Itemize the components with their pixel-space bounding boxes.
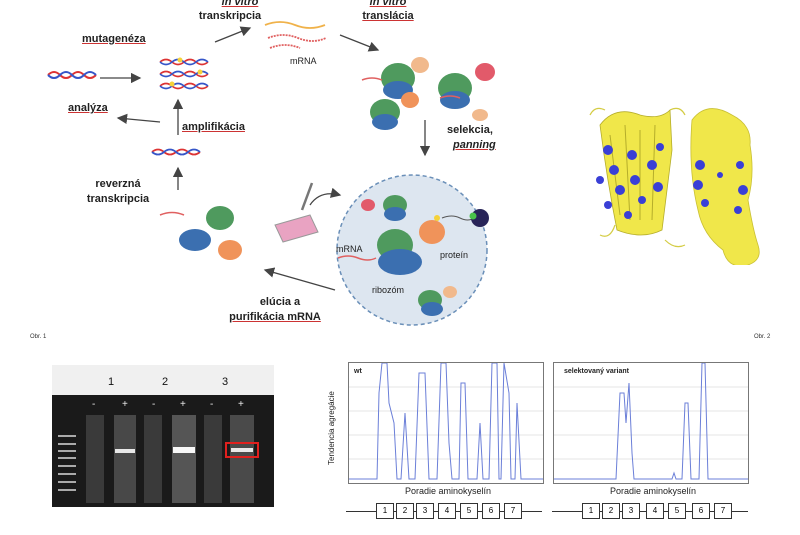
segment-box: 7: [714, 503, 732, 519]
figure-1-graphics: [47, 21, 495, 326]
segment-box: 3: [622, 503, 640, 519]
label-mrna-top: mRNA: [290, 56, 317, 66]
segment-box: 6: [692, 503, 710, 519]
segment-box: 4: [646, 503, 664, 519]
label-in-vitro-2: in vitro: [369, 0, 407, 8]
gel-lane-1: 1: [108, 376, 115, 388]
y-axis-label: Tendencia agregácie: [327, 391, 336, 465]
panel-variant-title: selektovaný variant: [564, 368, 629, 375]
label-panning: panning: [453, 139, 496, 151]
gel-lane-3: 3: [222, 376, 229, 388]
protein-ribbon: [589, 107, 686, 248]
protein-surface: [690, 108, 760, 265]
highlight-box: [225, 442, 259, 458]
label-mrna-inner: mRNA: [336, 244, 363, 254]
label-elucia: elúcia a: [259, 296, 301, 308]
gel-lane-2: 2: [162, 376, 169, 388]
label-transkripcia: transkripcia: [198, 10, 262, 22]
ribosome-complexes-top: [361, 57, 495, 130]
segment-box: 7: [504, 503, 522, 519]
gel-image: 1 2 3 - + - + - +: [52, 365, 274, 507]
segment-box: 4: [438, 503, 456, 519]
segment-box: 1: [376, 503, 394, 519]
segment-box: 1: [582, 503, 600, 519]
gel-header: [52, 365, 274, 395]
label-purifikacia: purifikácia mRNA: [229, 311, 321, 323]
label-translacia: translácia: [362, 10, 414, 22]
mrna-strands: [264, 21, 327, 49]
panel-wt-title: wt: [354, 368, 362, 375]
label-reverzna: reverzná: [95, 178, 141, 190]
dna-left: [47, 71, 97, 79]
panel-wt: wt: [348, 362, 544, 484]
segment-box: 5: [460, 503, 478, 519]
gel-sign-6: +: [238, 399, 244, 410]
plot-wt: [349, 363, 543, 480]
label-in-vitro-1: in vitro: [221, 0, 259, 8]
label-transkripcia-2: transkripcia: [86, 193, 150, 205]
plot-variant: [554, 363, 748, 480]
label-ribozom: ribozóm: [372, 285, 405, 295]
gel-sign-2: +: [122, 399, 128, 410]
segment-box: 2: [396, 503, 414, 519]
gel-sign-4: +: [180, 399, 186, 410]
protein-structures: [589, 107, 760, 265]
caption-fig1: Obr. 1: [30, 334, 47, 340]
ribosome-complexes-left: [159, 206, 242, 260]
label-selekcia: selekcia,: [447, 124, 493, 136]
segment-box: 2: [602, 503, 620, 519]
segment-box: 6: [482, 503, 500, 519]
label-analyza: analýza: [68, 102, 108, 114]
dna-library: [159, 57, 209, 90]
segments-wt: 1 2 3 4 5 6 7: [346, 503, 542, 519]
panel-variant: selektovaný variant: [553, 362, 749, 484]
segment-box: 3: [416, 503, 434, 519]
segments-variant: 1 2 3 4 5 6 7: [552, 503, 748, 519]
gel-sign-3: -: [152, 399, 156, 410]
label-amplifikacia: amplifikácia: [182, 121, 245, 133]
panning-circle: [336, 174, 489, 326]
x-axis-label-wt: Poradie aminokyselín: [404, 486, 492, 496]
gel-sign-5: -: [210, 399, 214, 410]
caption-fig2: Obr. 2: [754, 334, 771, 340]
label-protein: proteín: [440, 250, 469, 260]
label-mutageneza: mutagenéza: [82, 33, 146, 45]
x-axis-label-variant: Poradie aminokyselín: [609, 486, 697, 496]
gel-sign-1: -: [92, 399, 96, 410]
gel-lanes: [58, 415, 259, 503]
microplate: [274, 182, 319, 243]
segment-box: 5: [668, 503, 686, 519]
dna-amplified: [151, 148, 201, 156]
